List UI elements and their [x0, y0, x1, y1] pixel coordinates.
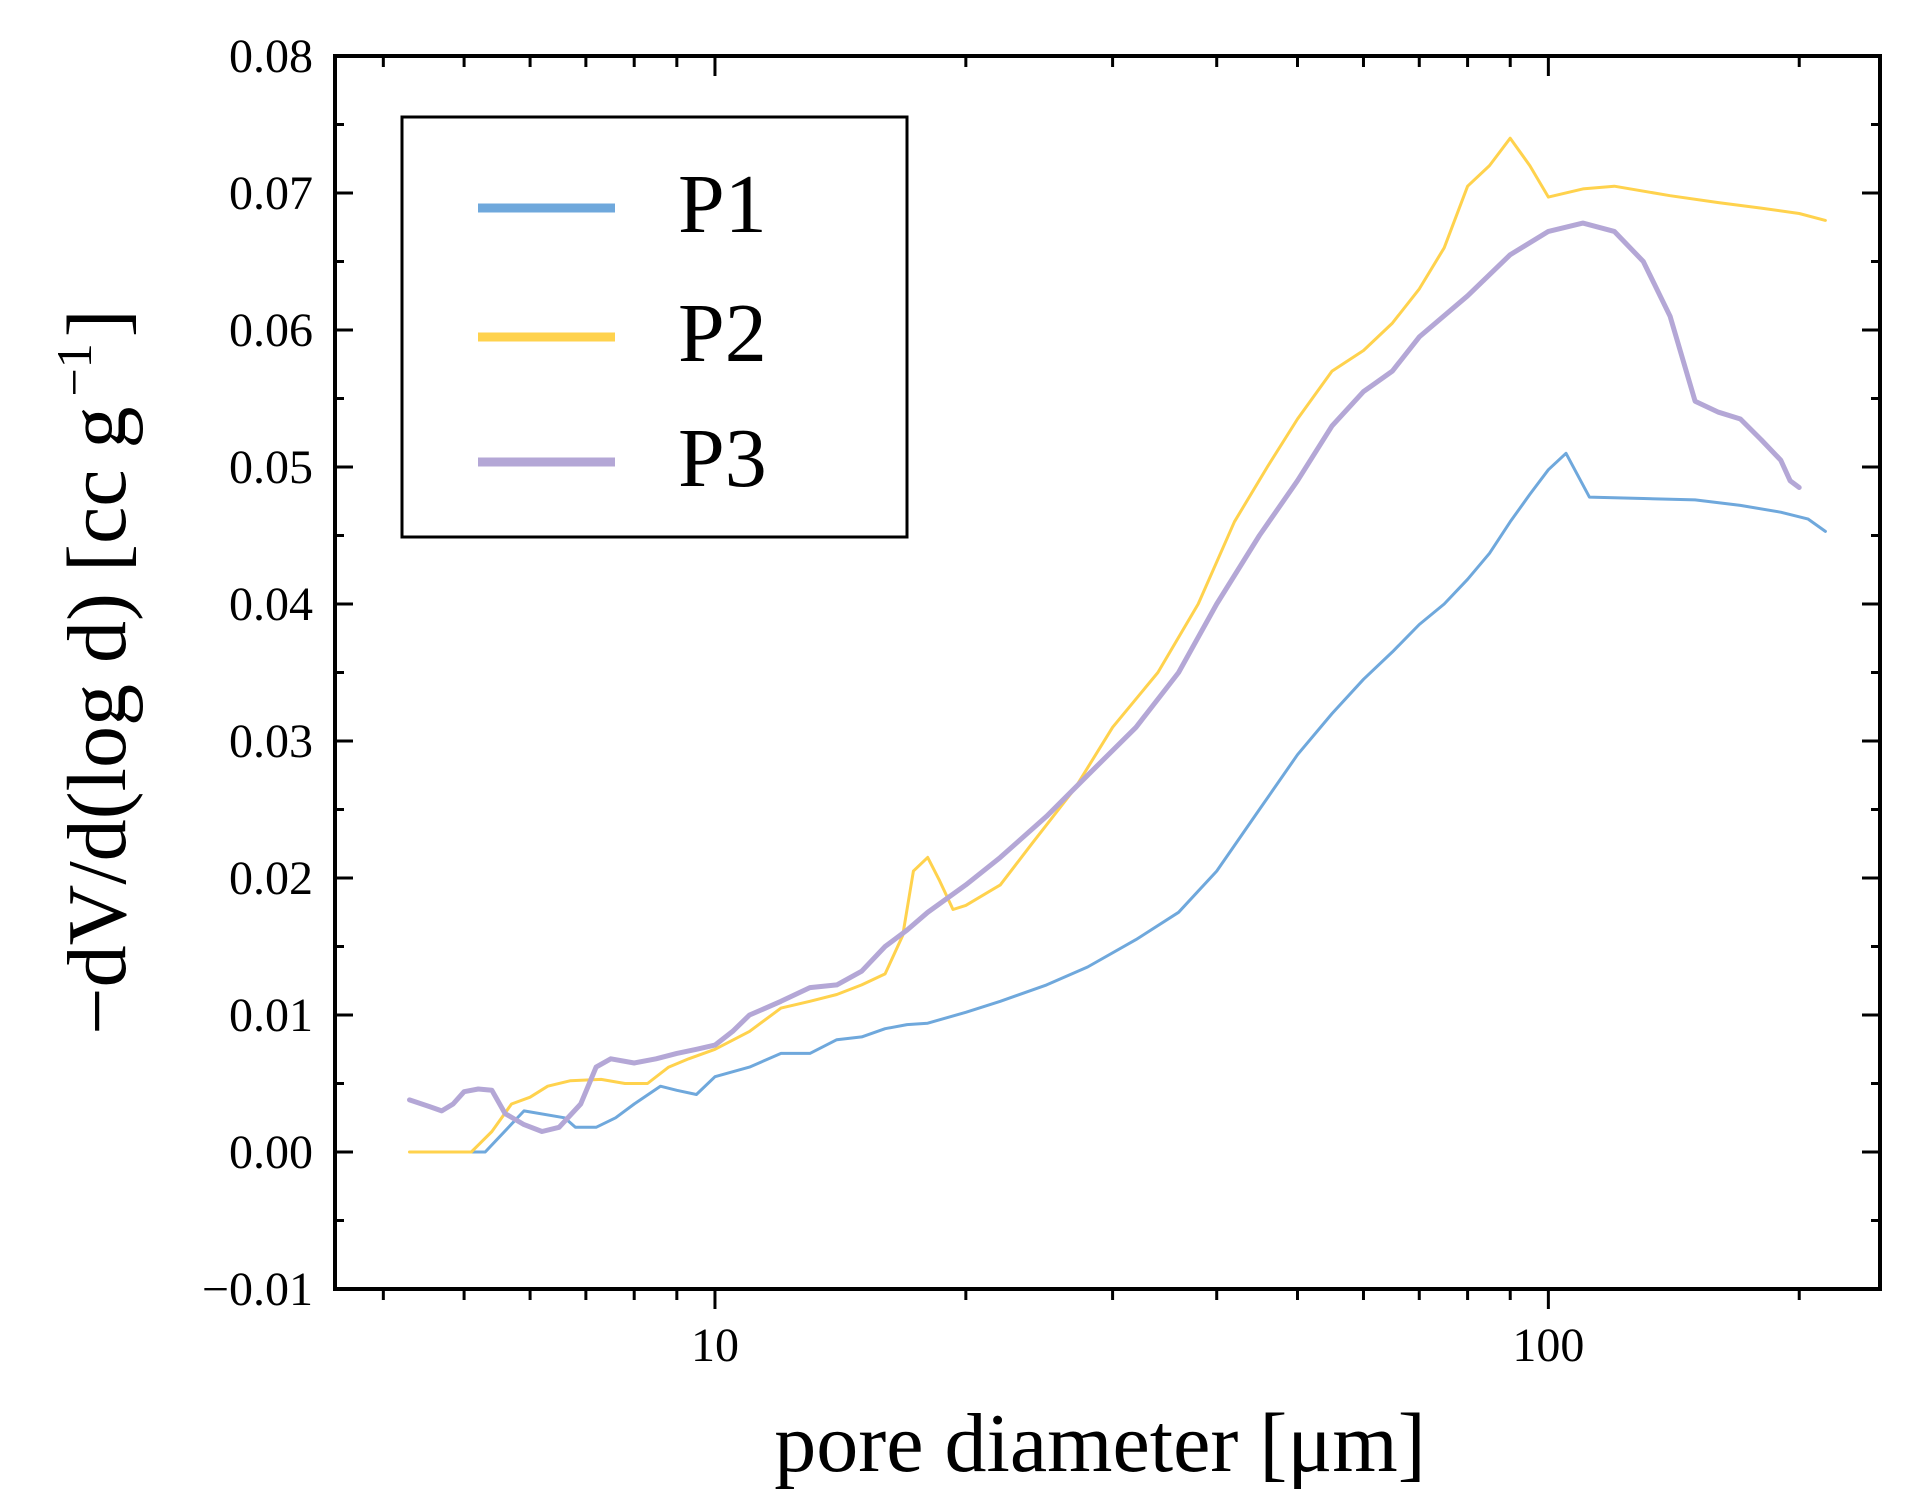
y-tick-label: 0.07 [229, 167, 313, 220]
legend-label-p1: P1 [678, 158, 767, 251]
x-tick-label: 100 [1512, 1319, 1584, 1372]
y-tick-label: −0.01 [202, 1263, 313, 1316]
y-tick-label: 0.01 [229, 989, 313, 1042]
y-tick-label: 0.00 [229, 1126, 313, 1179]
y-tick-label: 0.04 [229, 578, 313, 631]
y-axis-label-exponent: −1 [46, 343, 102, 396]
legend-label-p2: P2 [678, 287, 767, 380]
y-axis-label: −dV/d(log d) [cc g −1] [46, 309, 144, 1034]
x-tick-label: 10 [691, 1319, 739, 1372]
series-line-p2 [408, 136, 1827, 1154]
series-line-p1 [416, 451, 1827, 1154]
series-line-p3 [407, 220, 1802, 1134]
x-axis-label: pore diameter [μm] [774, 1397, 1425, 1490]
series-layer [407, 136, 1827, 1154]
y-tick-label: 0.06 [229, 304, 313, 357]
axis-ticks [335, 54, 1880, 1309]
legend-label-p3: P3 [678, 412, 767, 505]
y-axis-label-close: ] [51, 309, 144, 337]
legend: P1 P2 P3 [400, 115, 909, 539]
y-tick-label: 0.02 [229, 852, 313, 905]
y-tick-label: 0.08 [229, 30, 313, 83]
axis-tick-labels: −0.01 0.00 0.01 0.02 0.03 0.04 0.05 0.06 0.07 0.0… [202, 30, 1584, 1372]
legend-box [400, 115, 909, 539]
y-tick-label: 0.05 [229, 441, 313, 494]
y-axis-label-main: −dV/d(log d) [cc g [51, 406, 144, 1034]
y-tick-label: 0.03 [229, 715, 313, 768]
